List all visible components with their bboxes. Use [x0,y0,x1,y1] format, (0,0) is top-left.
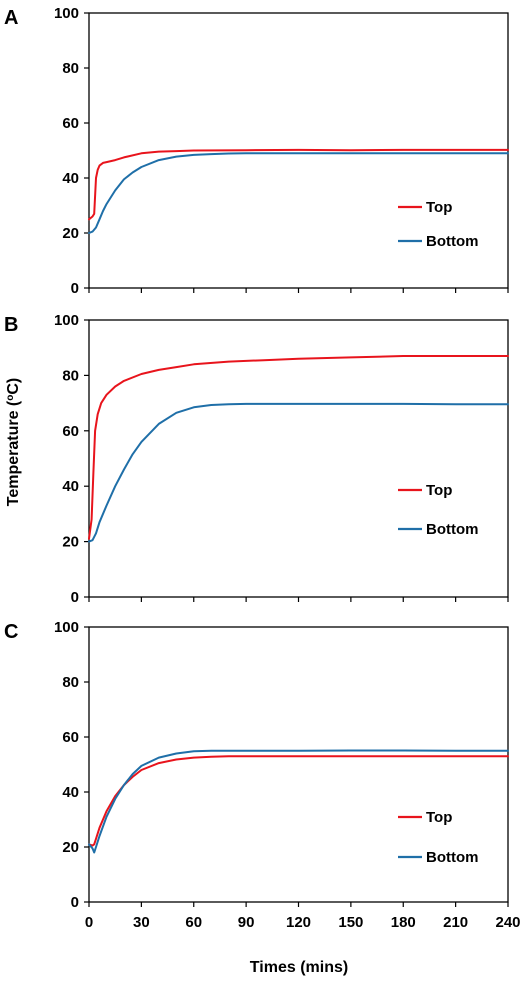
panel-b-y-tick-label: 80 [62,367,79,384]
panel-a-y-tick-label: 100 [54,5,79,22]
panel-a: A 0 20 40 60 80 100 Top Bottom [4,5,509,297]
panel-a-y-tick-label: 40 [62,170,79,187]
panel-c-x-tick-label: 0 [85,914,93,931]
panel-b-y-tick-label: 0 [71,589,79,606]
panel-b-series-bottom-line [88,402,509,543]
panel-a-legend-label-top: Top [426,199,452,216]
panel-c-x-tick-label: 30 [133,914,150,931]
panel-a-series-bottom-line [88,152,509,234]
panel-c-y-tick-label: 60 [62,729,79,746]
y-axis-title: Temperature (oC) [5,378,23,507]
panel-b-series-top-line [88,355,509,540]
y-axis-title-unit: C) [5,378,22,395]
panel-b-letter: B [4,314,18,336]
panel-b-y-tick-label: 20 [62,534,79,551]
panel-c-y-tick-label: 100 [54,619,79,636]
panel-c-y-tick-label: 80 [62,674,79,691]
panel-b-legend-label-top: Top [426,482,452,499]
panel-c: C 0 20 40 60 80 100 0 30 60 90 120 150 180 210 240 Top Bo… [4,619,521,931]
panel-c-x-tick-label: 90 [238,914,255,931]
panel-b-legend-label-bottom: Bottom [426,521,479,538]
panel-c-x-tick-label: 120 [286,914,311,931]
panel-c-y-tick-label: 20 [62,839,79,856]
panel-b-y-tick-label: 40 [62,478,79,495]
panel-c-letter: C [4,621,18,643]
panel-c-x-tick-label: 210 [443,914,468,931]
panel-c-y-tick-label: 40 [62,784,79,801]
panel-b-plot-frame [88,319,509,598]
panel-a-y-tick-label: 80 [62,60,79,77]
panel-c-legend-label-top: Top [426,809,452,826]
panel-c-x-tick-label: 180 [391,914,416,931]
panel-c-series-bottom-line [88,749,509,854]
panel-b-y-tick-label: 60 [62,423,79,440]
panel-a-y-tick-label: 0 [71,280,79,297]
panel-a-y-tick-label: 20 [62,225,79,242]
panel-a-legend-label-bottom: Bottom [426,233,479,250]
panel-b: B 0 20 40 60 80 100 Top Bottom [4,312,509,606]
panel-c-x-tick-label: 240 [495,914,520,931]
panel-c-y-tick-label: 0 [71,894,79,911]
y-axis-title-degree: o [5,395,16,401]
panel-c-x-tick-label: 150 [338,914,363,931]
panel-a-series-top-line [88,148,509,221]
panel-c-legend-label-bottom: Bottom [426,849,479,866]
panel-a-y-tick-label: 60 [62,115,79,132]
panel-c-x-tick-label: 60 [185,914,202,931]
panel-a-letter: A [4,7,18,29]
panel-b-y-tick-label: 100 [54,312,79,329]
panel-c-series-top-line [88,755,509,847]
y-axis-title-text: Temperature ( [5,400,22,506]
x-axis-title: Times (mins) [250,959,348,976]
